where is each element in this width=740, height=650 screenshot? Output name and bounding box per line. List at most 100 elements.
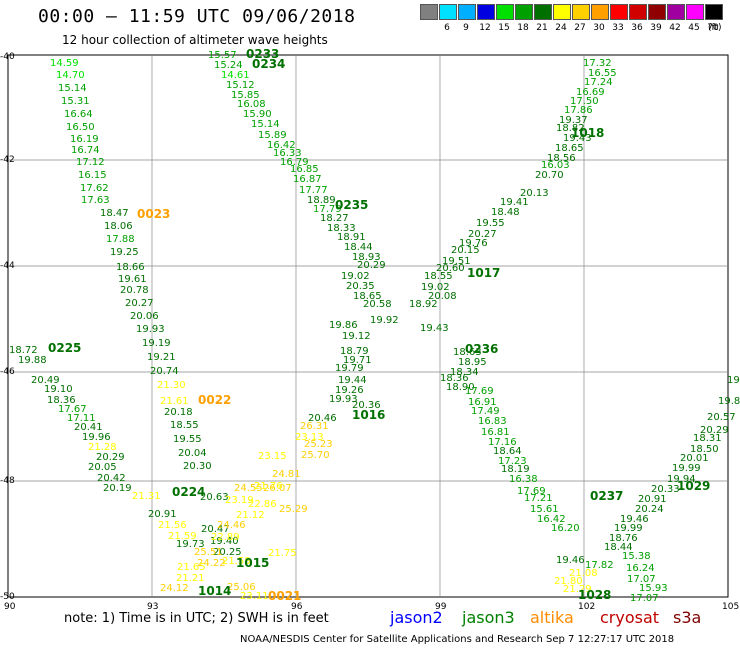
swh-value: 14.70 xyxy=(56,70,85,81)
swh-value: 20.19 xyxy=(103,483,132,494)
swh-value: 14.61 xyxy=(221,70,250,81)
swh-value: 21.56 xyxy=(158,520,187,531)
legend-label: 45 xyxy=(688,23,700,33)
swh-value: 18.65 xyxy=(555,143,584,154)
legend-label: 18 xyxy=(517,23,529,33)
legend-swatch xyxy=(420,4,438,20)
swh-value: 16.87 xyxy=(293,174,322,185)
pass-time-label: 1015 xyxy=(236,556,270,570)
swh-value: 20.08 xyxy=(428,291,457,302)
swh-value: 21.76 xyxy=(254,481,283,492)
lon-label: 99 xyxy=(435,602,447,612)
swh-value: 20.58 xyxy=(363,299,392,310)
pass-time-label: 0021 xyxy=(268,589,302,603)
legend-swatch xyxy=(667,4,685,20)
legend-label: 33 xyxy=(612,23,624,33)
swh-value: 16.79 xyxy=(280,157,309,168)
legend-label: 36 xyxy=(631,23,643,33)
swh-value: 19.44 xyxy=(338,375,367,386)
swh-value: 18.44 xyxy=(604,542,633,553)
swh-value: 25.23 xyxy=(304,439,333,450)
swh-value: 20.78 xyxy=(120,285,149,296)
swh-value: 19.96 xyxy=(82,432,111,443)
swh-value: 20.05 xyxy=(88,462,117,473)
satellite-jason3: jason3 xyxy=(462,608,515,627)
swh-value: 16.42 xyxy=(267,140,296,151)
swh-value: 19.43 xyxy=(420,323,449,334)
swh-value: 21.61 xyxy=(160,396,189,407)
swh-value: 16.15 xyxy=(78,170,107,181)
swh-value: 18.93 xyxy=(352,252,381,263)
swh-value: 19.26 xyxy=(335,385,364,396)
swh-value: 19.93 xyxy=(136,324,165,335)
legend-label: 24 xyxy=(555,23,567,33)
pass-time-label: 0022 xyxy=(198,393,232,407)
chart-title: 00:00 – 11:59 UTC 09/06/2018 xyxy=(38,6,356,27)
swh-value: 25.29 xyxy=(279,504,308,515)
swh-value: 19.89 xyxy=(718,396,740,407)
swh-value: 16.85 xyxy=(290,164,319,175)
swh-value: 22.86 xyxy=(248,499,277,510)
legend-label: 21 xyxy=(536,23,548,33)
pass-time-label: 0224 xyxy=(172,485,206,499)
satellite-jason2: jason2 xyxy=(390,608,443,627)
swh-value: 19 xyxy=(727,375,740,386)
legend-unit: (ft) xyxy=(708,23,722,33)
swh-value: 21.08 xyxy=(569,568,598,579)
swh-value: 19.43 xyxy=(563,133,592,144)
pass-time-label: 0023 xyxy=(137,207,171,221)
swh-value: 18.64 xyxy=(493,446,522,457)
swh-value: 17.63 xyxy=(81,195,110,206)
swh-value: 20.70 xyxy=(535,170,564,181)
legend-label: 9 xyxy=(463,23,469,33)
legend-label: 30 xyxy=(593,23,605,33)
swh-value: 21.28 xyxy=(88,442,117,453)
swh-value: 20.46 xyxy=(308,413,337,424)
swh-value: 19.02 xyxy=(421,282,450,293)
swh-value: 24.55 xyxy=(234,483,263,494)
swh-value: 21.80 xyxy=(554,576,583,587)
swh-value: 21.29 xyxy=(563,584,592,595)
pass-time-label: 0237 xyxy=(590,489,624,503)
swh-value: 19.99 xyxy=(614,523,643,534)
swh-value: 19.94 xyxy=(667,474,696,485)
swh-value: 17.88 xyxy=(106,234,135,245)
swh-value: 19.02 xyxy=(341,271,370,282)
swh-value: 23.19 xyxy=(225,495,254,506)
legend-label: 15 xyxy=(498,23,510,33)
legend-swatch xyxy=(515,4,533,20)
swh-value: 21.31 xyxy=(132,491,161,502)
swh-value: 15.12 xyxy=(226,80,255,91)
credit-line: NOAA/NESDIS Center for Satellite Applica… xyxy=(240,634,675,645)
swh-value: 15.14 xyxy=(251,119,280,130)
swh-value: 16.03 xyxy=(541,160,570,171)
swh-value: 19.71 xyxy=(343,355,372,366)
swh-value: 16.42 xyxy=(537,514,566,525)
swh-value: 16.33 xyxy=(273,148,302,159)
swh-value: 20.27 xyxy=(468,229,497,240)
swh-value: 21.75 xyxy=(268,548,297,559)
swh-value: 17.11 xyxy=(67,413,96,424)
swh-value: 20.91 xyxy=(638,494,667,505)
swh-value: 17.07 xyxy=(627,574,656,585)
swh-value: 23.13 xyxy=(295,432,324,443)
swh-value: 19.86 xyxy=(329,320,358,331)
legend-swatch xyxy=(553,4,571,20)
swh-value: 15.24 xyxy=(214,60,243,71)
swh-value: 21.12 xyxy=(236,510,265,521)
swh-value: 22.89 xyxy=(211,532,240,543)
swh-value: 17.67 xyxy=(58,404,87,415)
pass-time-label: 1018 xyxy=(571,126,605,140)
swh-value: 19.73 xyxy=(176,539,205,550)
swh-value: 20.04 xyxy=(178,448,207,459)
lat-label: -40 xyxy=(0,52,15,62)
swh-value: 24.22 xyxy=(197,558,226,569)
legend-swatch xyxy=(591,4,609,20)
pass-time-label: 1028 xyxy=(578,588,612,602)
swh-value: 20.35 xyxy=(346,281,375,292)
swh-value: 20.30 xyxy=(183,461,212,472)
swh-value: 17.23 xyxy=(498,456,527,467)
swh-value: 18.63 xyxy=(453,347,482,358)
swh-value: 18.95 xyxy=(458,357,487,368)
swh-value: 16.81 xyxy=(481,427,510,438)
